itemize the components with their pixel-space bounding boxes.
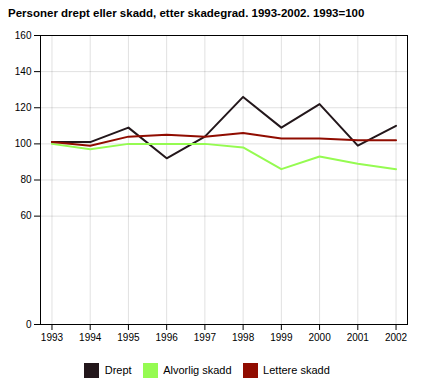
svg-text:120: 120 xyxy=(15,102,32,113)
html-text:Lettere skadd: Lettere skadd xyxy=(263,364,330,377)
svg-text:1999: 1999 xyxy=(270,332,293,343)
svg-text:160: 160 xyxy=(15,30,32,41)
svg-text:2002: 2002 xyxy=(385,332,408,343)
svg-text:1996: 1996 xyxy=(156,332,179,343)
svg-text:2000: 2000 xyxy=(308,332,331,343)
svg-text:100: 100 xyxy=(15,138,32,149)
svg-text:0: 0 xyxy=(26,319,32,330)
svg-text:60: 60 xyxy=(20,210,32,221)
html-text:Personer drept eller skadd, et: Personer drept eller skadd, etter skadeg… xyxy=(8,7,365,19)
svg-text:2001: 2001 xyxy=(347,332,370,343)
svg-text:1995: 1995 xyxy=(117,332,140,343)
svg-text:140: 140 xyxy=(15,66,32,77)
svg-text:1993: 1993 xyxy=(41,332,64,343)
svg-text:1998: 1998 xyxy=(232,332,255,343)
html-text:Alvorlig skadd: Alvorlig skadd xyxy=(163,364,232,377)
svg-text:1997: 1997 xyxy=(194,332,217,343)
html-text:Drept: Drept xyxy=(104,364,132,377)
svg-text:80: 80 xyxy=(20,174,32,185)
svg-text:1994: 1994 xyxy=(79,332,102,343)
